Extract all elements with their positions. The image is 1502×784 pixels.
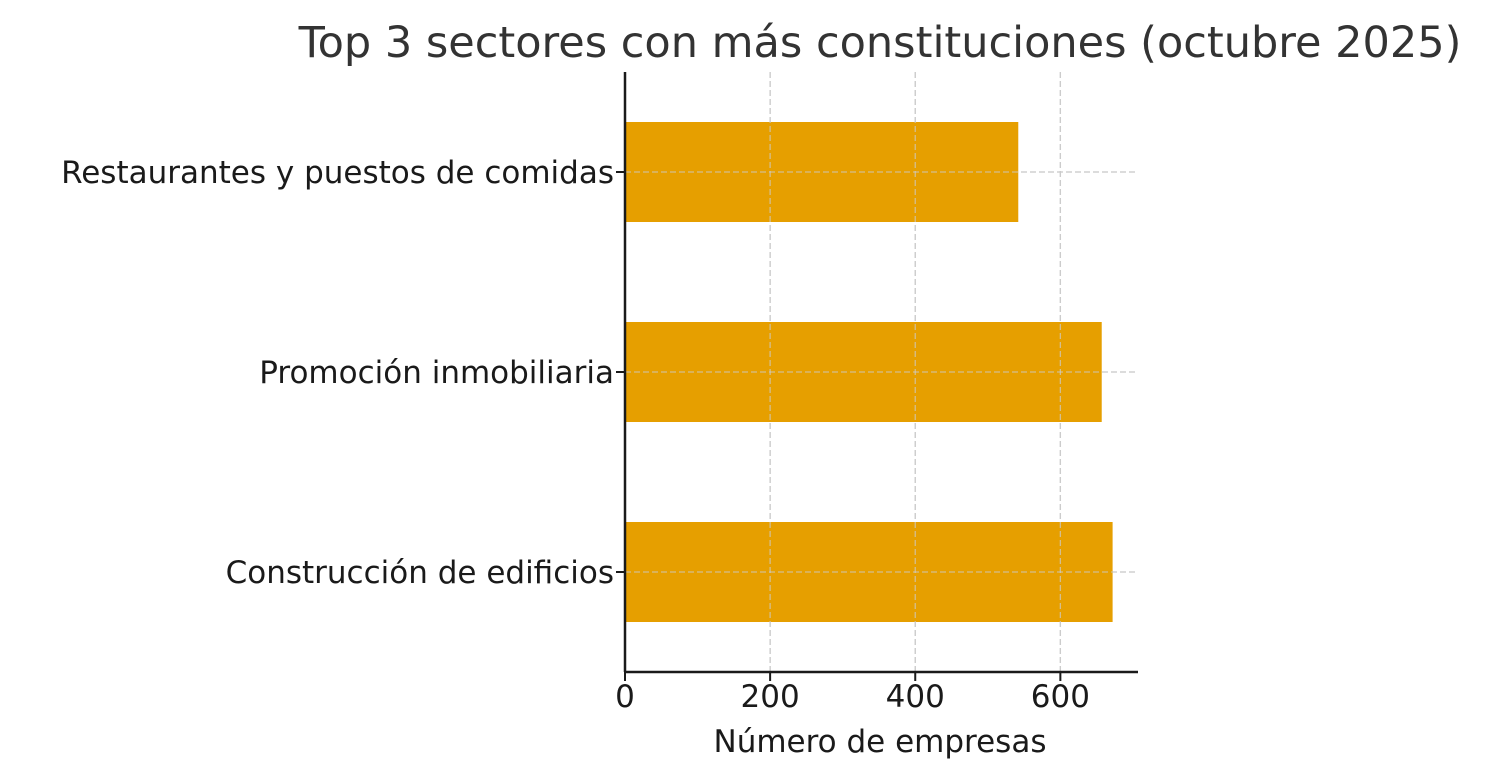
y-tick-label: Promoción inmobiliaria bbox=[259, 355, 614, 391]
bars bbox=[625, 72, 1138, 672]
y-axis-ticks: Restaurantes y puestos de comidas Promoci… bbox=[61, 155, 625, 591]
y-tick-label: Restaurantes y puestos de comidas bbox=[61, 155, 614, 191]
x-axis-ticks: 0 200 400 600 bbox=[615, 672, 1090, 715]
y-tick-label: Construcción de edificios bbox=[226, 555, 614, 591]
x-tick-label: 200 bbox=[741, 679, 800, 715]
x-axis-label: Número de empresas bbox=[714, 724, 1047, 760]
x-tick-label: 400 bbox=[886, 679, 945, 715]
chart-title: Top 3 sectores con más constituciones (o… bbox=[298, 18, 1462, 68]
x-tick-label: 0 bbox=[615, 679, 635, 715]
x-tick-label: 600 bbox=[1031, 679, 1090, 715]
